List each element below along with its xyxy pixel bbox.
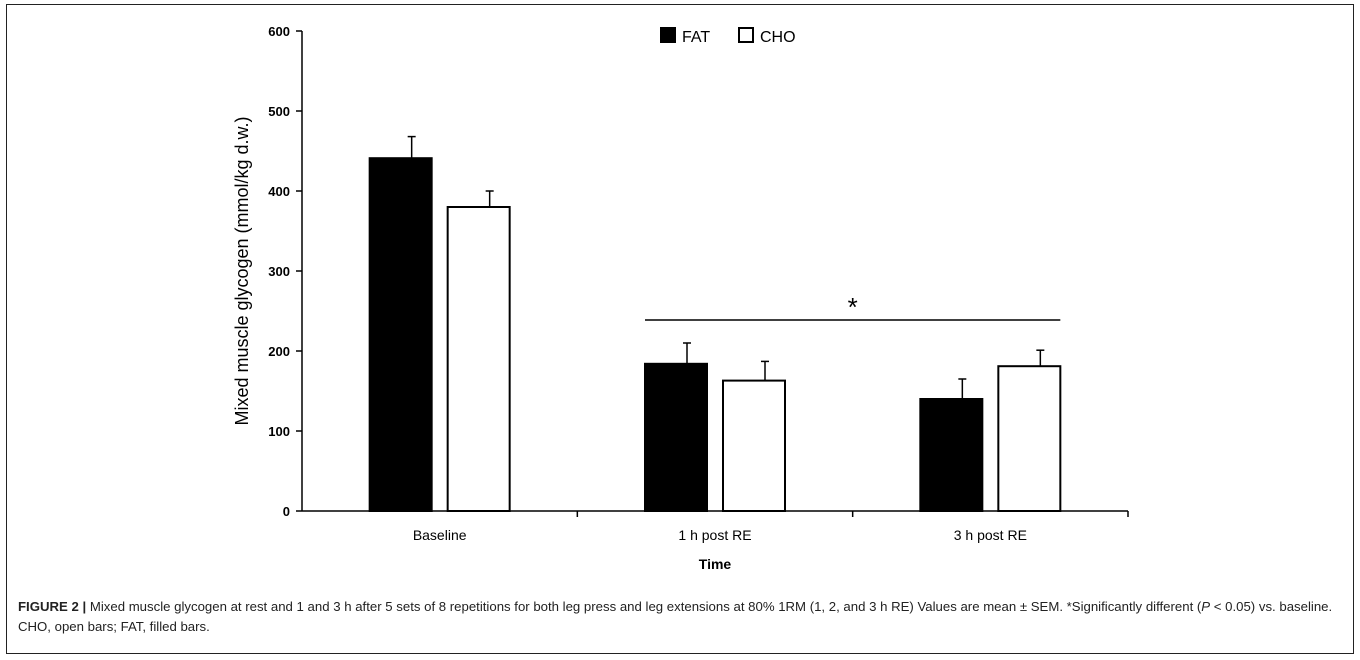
y-tick-label: 400: [268, 184, 290, 199]
bar-fat: [644, 362, 708, 512]
caption-text-part1: Mixed muscle glycogen at rest and 1 and …: [86, 599, 1202, 614]
legend-swatch-cho: [738, 27, 754, 43]
x-tick-label: 3 h post RE: [954, 527, 1027, 543]
bar-cho: [722, 379, 786, 512]
significance-asterisk: *: [848, 292, 858, 322]
bar-cho: [446, 206, 511, 512]
y-tick-label: 0: [283, 504, 290, 519]
caption-text-part2: < 0.05) vs. baseline. CHO, open bars; FA…: [18, 599, 1333, 634]
caption-p-symbol: P: [1201, 599, 1211, 614]
figure-frame: [6, 4, 1354, 654]
bar-cho: [997, 365, 1062, 513]
y-tick-label: 500: [268, 104, 290, 119]
bar-chart: 0 100 200 300 400 500 600 Mixed muscle glycogen…: [232, 24, 1129, 572]
figure-label: FIGURE 2 |: [18, 599, 87, 614]
x-tick-label: 1 h post RE: [678, 527, 751, 543]
x-tick-label: Baseline: [413, 527, 467, 543]
legend-label-fat: FAT: [682, 29, 710, 46]
bar-fat: [919, 398, 984, 512]
y-tick-label: 600: [268, 24, 290, 39]
legend-label-cho: CHO: [760, 29, 796, 46]
chart-area: 0 100 200 300 400 500 600 Mixed muscle glycogen…: [232, 24, 1129, 572]
y-tick-label: 200: [268, 344, 290, 359]
legend-swatch-fat: [660, 27, 676, 43]
y-tick-label: 100: [268, 424, 290, 439]
figure-caption: FIGURE 2 | Mixed muscle glycogen at rest…: [18, 597, 1338, 637]
y-tick-label: 300: [268, 264, 290, 279]
y-axis-label: Mixed muscle glycogen (mmol/kg d.w.): [232, 116, 252, 425]
bar-fat: [368, 157, 433, 512]
x-axis-label: Time: [699, 556, 732, 572]
